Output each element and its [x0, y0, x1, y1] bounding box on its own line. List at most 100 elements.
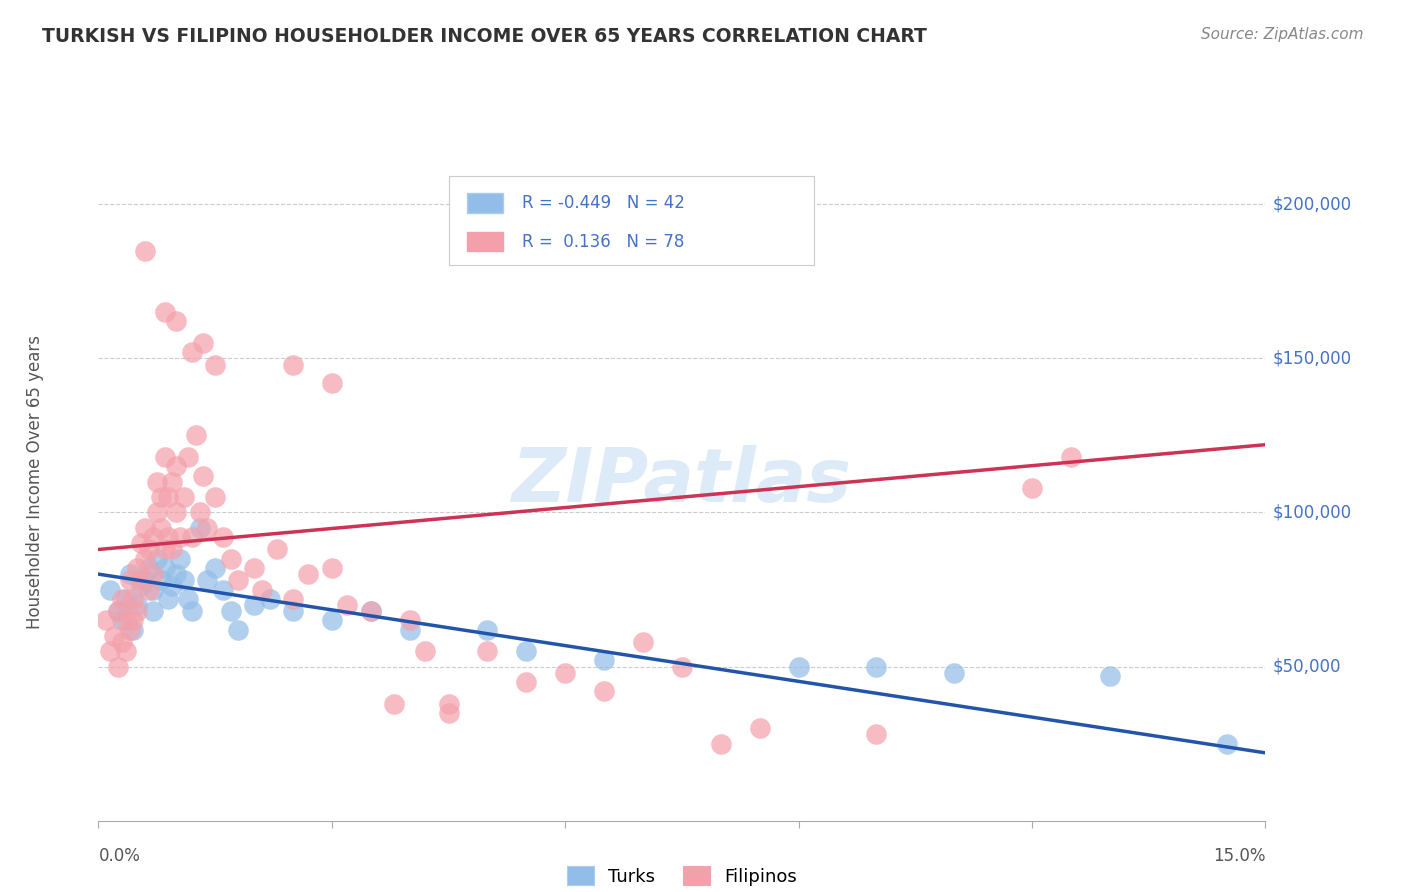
Point [321, 376, 343, 390]
Point [153, 305, 176, 319]
Point [188, 521, 211, 535]
Point [134, 244, 156, 258]
Point [127, 604, 149, 618]
Text: ZIPatlas: ZIPatlas [512, 445, 852, 518]
Point [107, 604, 129, 618]
Point [228, 574, 250, 588]
Point [114, 644, 136, 658]
Point [188, 506, 211, 520]
Point [162, 542, 184, 557]
Point [180, 604, 202, 618]
Point [157, 490, 180, 504]
Point [169, 530, 191, 544]
Point [98, 644, 121, 658]
Point [865, 659, 887, 673]
Text: TURKISH VS FILIPINO HOUSEHOLDER INCOME OVER 65 YEARS CORRELATION CHART: TURKISH VS FILIPINO HOUSEHOLDER INCOME O… [42, 27, 927, 45]
Point [146, 551, 169, 566]
Point [127, 598, 149, 612]
FancyBboxPatch shape [467, 194, 503, 213]
Text: $150,000: $150,000 [1272, 350, 1351, 368]
Point [134, 574, 156, 588]
Point [281, 604, 304, 618]
Point [146, 475, 169, 489]
Point [259, 591, 281, 606]
Point [360, 604, 382, 618]
Point [149, 521, 172, 535]
Point [157, 591, 180, 606]
Point [212, 582, 235, 597]
Point [631, 635, 654, 649]
Text: $100,000: $100,000 [1272, 503, 1351, 522]
Point [212, 530, 235, 544]
Point [127, 561, 149, 575]
Point [180, 530, 202, 544]
Text: Source: ZipAtlas.com: Source: ZipAtlas.com [1201, 27, 1364, 42]
Point [398, 623, 420, 637]
Text: $200,000: $200,000 [1272, 195, 1351, 213]
Point [193, 468, 215, 483]
Point [193, 336, 215, 351]
Point [180, 345, 202, 359]
Point [593, 684, 616, 698]
Point [865, 727, 887, 741]
Point [437, 697, 460, 711]
Point [129, 536, 152, 550]
Point [1021, 481, 1043, 495]
Point [787, 659, 810, 673]
Point [1098, 669, 1121, 683]
Point [477, 644, 499, 658]
Point [96, 613, 118, 627]
Point [142, 604, 165, 618]
Point [219, 551, 242, 566]
Point [146, 506, 169, 520]
Point [177, 450, 200, 464]
Point [142, 582, 165, 597]
Point [281, 591, 304, 606]
Point [515, 675, 537, 690]
Point [165, 459, 187, 474]
Point [162, 579, 184, 593]
Point [107, 659, 129, 673]
Point [204, 358, 226, 372]
Point [118, 623, 141, 637]
Text: R =  0.136   N = 78: R = 0.136 N = 78 [522, 233, 683, 251]
Point [554, 665, 576, 680]
Point [228, 623, 250, 637]
Point [107, 604, 129, 618]
Point [103, 629, 125, 643]
Point [671, 659, 693, 673]
Point [297, 567, 319, 582]
Point [281, 358, 304, 372]
Point [204, 490, 226, 504]
Text: 0.0%: 0.0% [98, 847, 141, 865]
Point [165, 506, 187, 520]
Point [153, 542, 176, 557]
Point [321, 561, 343, 575]
Point [437, 706, 460, 720]
Point [398, 613, 420, 627]
Text: R = -0.449   N = 42: R = -0.449 N = 42 [522, 194, 685, 212]
Point [336, 598, 359, 612]
Point [134, 551, 156, 566]
Point [195, 521, 218, 535]
Point [138, 561, 160, 575]
Text: Householder Income Over 65 years: Householder Income Over 65 years [27, 334, 44, 629]
Point [111, 591, 134, 606]
Point [114, 591, 136, 606]
Point [710, 737, 733, 751]
Point [153, 450, 176, 464]
Point [184, 428, 207, 442]
Point [177, 591, 200, 606]
Point [173, 574, 195, 588]
Point [153, 561, 176, 575]
Point [943, 665, 966, 680]
Point [413, 644, 436, 658]
Point [118, 574, 141, 588]
Point [243, 598, 266, 612]
Point [321, 613, 343, 627]
Point [118, 567, 141, 582]
Point [165, 567, 187, 582]
Point [129, 579, 152, 593]
Point [111, 613, 134, 627]
Point [122, 591, 145, 606]
